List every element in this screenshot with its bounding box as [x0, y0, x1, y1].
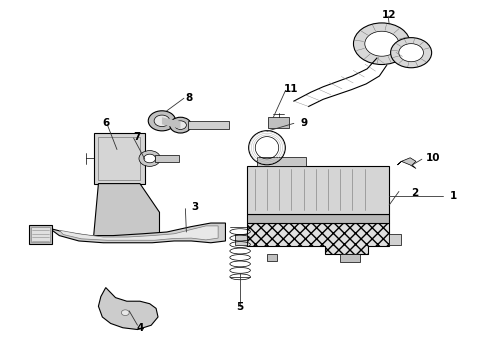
- Circle shape: [122, 310, 129, 316]
- Circle shape: [365, 31, 399, 56]
- Polygon shape: [155, 155, 179, 162]
- Text: 12: 12: [382, 10, 396, 20]
- Polygon shape: [247, 214, 389, 223]
- Polygon shape: [340, 253, 360, 262]
- Circle shape: [148, 111, 175, 131]
- Circle shape: [353, 23, 410, 64]
- Bar: [31, 227, 50, 242]
- Polygon shape: [59, 226, 218, 240]
- Text: 5: 5: [237, 302, 244, 312]
- Text: 8: 8: [185, 93, 193, 103]
- Polygon shape: [94, 134, 145, 184]
- Polygon shape: [235, 234, 247, 244]
- Text: 11: 11: [284, 84, 299, 94]
- Polygon shape: [94, 184, 159, 237]
- Text: 2: 2: [411, 188, 418, 198]
- Bar: [29, 225, 52, 244]
- Circle shape: [391, 38, 432, 68]
- Text: 4: 4: [136, 323, 144, 333]
- Polygon shape: [267, 253, 277, 261]
- Polygon shape: [257, 157, 306, 166]
- Polygon shape: [49, 223, 225, 243]
- Polygon shape: [162, 117, 180, 129]
- Bar: [269, 117, 289, 128]
- Polygon shape: [247, 166, 389, 214]
- Text: 7: 7: [133, 132, 140, 142]
- Polygon shape: [397, 158, 416, 168]
- Circle shape: [154, 115, 170, 127]
- Circle shape: [399, 44, 423, 62]
- Polygon shape: [389, 234, 401, 244]
- Polygon shape: [188, 121, 229, 130]
- Polygon shape: [98, 288, 158, 329]
- Polygon shape: [247, 223, 389, 253]
- Circle shape: [139, 150, 160, 166]
- Text: 10: 10: [426, 153, 441, 163]
- Circle shape: [174, 121, 186, 130]
- Text: 9: 9: [300, 118, 307, 128]
- Text: 3: 3: [191, 202, 198, 212]
- Text: 6: 6: [102, 118, 109, 128]
- Text: 1: 1: [450, 191, 458, 201]
- Circle shape: [170, 117, 191, 133]
- Circle shape: [144, 154, 156, 163]
